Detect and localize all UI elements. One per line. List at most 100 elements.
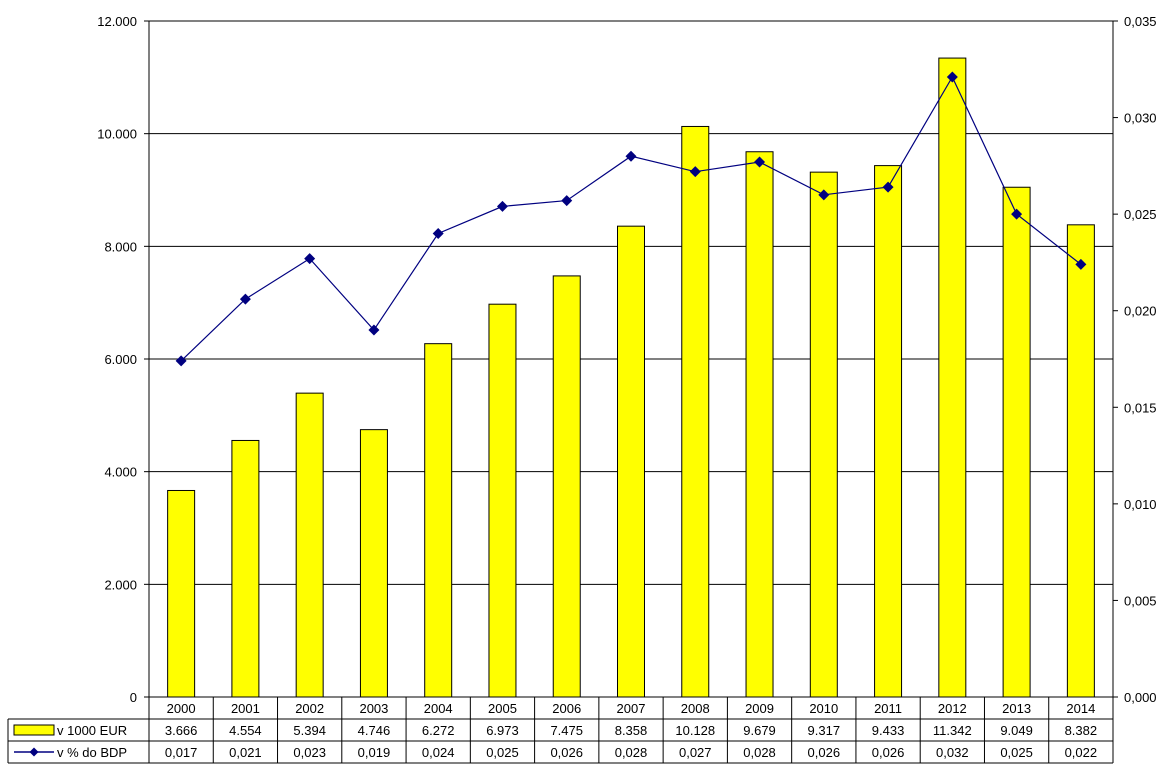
x-tick-label-2009: 2009	[745, 701, 774, 716]
bar-2005	[488, 303, 517, 698]
bar-2012	[938, 57, 967, 698]
bar-2010	[809, 171, 838, 698]
x-tick-label-2013: 2013	[1002, 701, 1031, 716]
legend-label-line: v % do BDP	[57, 745, 127, 760]
y-right-tick-label: 0,025	[1124, 207, 1157, 222]
bar-data-label-2000: 3.666	[165, 723, 198, 738]
line-point-2003	[368, 324, 380, 336]
line-point-2007	[625, 150, 637, 162]
y-left-tick-label: 10.000	[97, 127, 137, 142]
x-tick-label-2012: 2012	[938, 701, 967, 716]
y-right-tick-label: 0,010	[1124, 497, 1157, 512]
bar-data-label-2007: 8.358	[615, 723, 648, 738]
bar-data-label-2014: 8.382	[1065, 723, 1098, 738]
axes: 0 2.000 4.000 6.000 8.000 10.000 12.000 0,000 0,…	[97, 14, 1156, 705]
bar-2014	[1066, 224, 1095, 698]
y-right-tick-label: 0,000	[1124, 690, 1157, 705]
line-data-label-2009: 0,028	[743, 745, 776, 760]
line-point-2012	[946, 71, 958, 83]
bar-2000	[167, 489, 196, 698]
y-left-tick-label: 4.000	[104, 465, 137, 480]
x-tick-label-2011: 2011	[874, 701, 902, 716]
line-data-label-2007: 0,028	[615, 745, 648, 760]
line-point-2001	[239, 293, 251, 305]
bar-data-label-2010: 9.317	[808, 723, 841, 738]
x-tick-label-2001: 2001	[231, 701, 260, 716]
x-tick-label-2010: 2010	[809, 701, 838, 716]
line-point-2002	[304, 253, 316, 265]
x-tick-label-2005: 2005	[488, 701, 517, 716]
y-left-tick-label: 6.000	[104, 352, 137, 367]
line-series	[175, 71, 1087, 367]
bar-2011	[874, 165, 903, 698]
line-point-2011	[882, 181, 894, 193]
legend-label-bar: v 1000 EUR	[57, 723, 127, 738]
x-tick-label-2008: 2008	[681, 701, 710, 716]
line-point-2009	[754, 156, 766, 168]
bar-data-label-2013: 9.049	[1000, 723, 1033, 738]
line-point-2008	[689, 166, 701, 178]
y-left-tick-label: 8.000	[104, 239, 137, 254]
bar-2006	[552, 275, 581, 698]
y-right-tick-label: 0,005	[1124, 593, 1157, 608]
bar-2007	[617, 225, 645, 698]
x-tick-label-2006: 2006	[552, 701, 581, 716]
line-point-2013	[1011, 208, 1023, 220]
legend-key-bar	[13, 724, 55, 736]
bar-data-label-2001: 4.554	[229, 723, 262, 738]
bar-data-label-2011: 9.433	[872, 723, 905, 738]
bar-data-label-2003: 4.746	[358, 723, 391, 738]
bar-2001	[231, 439, 260, 698]
y-right-tick-label: 0,020	[1124, 304, 1157, 319]
bar-data-label-2009: 9.679	[743, 723, 776, 738]
line-data-label-2014: 0,022	[1065, 745, 1098, 760]
line-data-label-2008: 0,027	[679, 745, 712, 760]
bar-2004	[424, 343, 453, 698]
line-data-label-2000: 0,017	[165, 745, 198, 760]
y-left-tick-label: 12.000	[97, 14, 137, 29]
x-tick-label-2000: 2000	[167, 701, 196, 716]
bar-data-label-2012: 11.342	[933, 723, 972, 738]
x-tick-label-2004: 2004	[424, 701, 453, 716]
line-data-label-2005: 0,025	[486, 745, 519, 760]
bar-data-label-2008: 10.128	[675, 723, 715, 738]
line-point-2000	[175, 355, 187, 367]
line-data-label-2006: 0,026	[550, 745, 583, 760]
y-right-tick-label: 0,015	[1124, 400, 1157, 415]
line-point-2005	[496, 200, 508, 212]
x-tick-label-2014: 2014	[1066, 701, 1095, 716]
bar-2008	[681, 125, 710, 698]
line-point-2010	[818, 189, 830, 201]
y-left-tick-label: 0	[130, 690, 137, 705]
x-tick-label-2003: 2003	[359, 701, 388, 716]
line-data-label-2010: 0,026	[808, 745, 841, 760]
x-tick-label-2002: 2002	[295, 701, 324, 716]
y-left-tick-label: 2.000	[104, 577, 137, 592]
x-tick-label-2007: 2007	[617, 701, 646, 716]
line-data-label-2011: 0,026	[872, 745, 905, 760]
line-point-2006	[561, 195, 573, 207]
bar-2009	[745, 151, 774, 698]
y-right-tick-label: 0,030	[1124, 111, 1157, 126]
bar-2013	[1002, 186, 1031, 698]
line-data-label-2003: 0,019	[358, 745, 391, 760]
line-data-label-2012: 0,032	[936, 745, 969, 760]
line-point-2004	[432, 227, 444, 239]
line-point-2014	[1075, 258, 1087, 270]
bar-data-label-2002: 5.394	[293, 723, 326, 738]
y-right-tick-label: 0,035	[1124, 14, 1157, 29]
line-data-label-2013: 0,025	[1000, 745, 1033, 760]
bar-2002	[295, 392, 324, 698]
bar-data-label-2004: 6.272	[422, 723, 455, 738]
line-data-label-2004: 0,024	[422, 745, 455, 760]
legend-marker-line	[29, 747, 39, 757]
bar-data-label-2006: 7.475	[550, 723, 583, 738]
bar-series	[167, 57, 1095, 698]
line-data-label-2002: 0,023	[293, 745, 326, 760]
bar-data-label-2005: 6.973	[486, 723, 519, 738]
data-table: 2000 2001 2002 2003 2004 2005 2006 2007 2008 2009…	[7, 696, 1114, 764]
bar-2003	[359, 429, 388, 698]
line-data-label-2001: 0,021	[229, 745, 262, 760]
